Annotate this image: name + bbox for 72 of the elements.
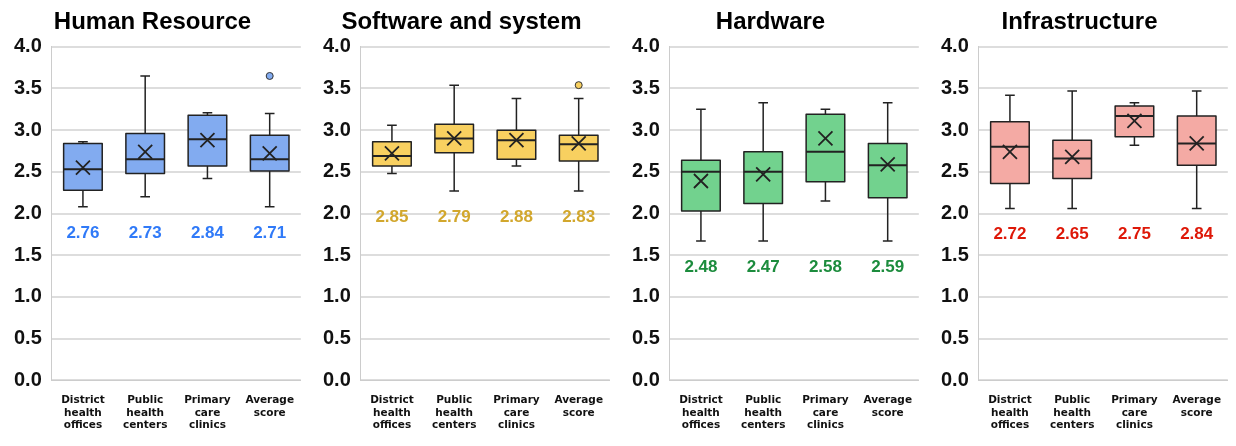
y-tick-label: 0.0 [13, 367, 42, 390]
y-tick-label: 2.0 [940, 201, 969, 224]
x-tick-label: Primary care clinics [184, 393, 231, 431]
x-tick-label: District health offices [988, 393, 1032, 431]
chart-title: Software and system [341, 7, 582, 35]
annotation: 2.75 [1117, 224, 1151, 244]
y-tick-label: 3.5 [940, 75, 969, 98]
y-tick-label: 1.0 [322, 284, 351, 307]
y-tick-label: 4.0 [322, 34, 351, 57]
y-tick-label: 2.5 [631, 159, 660, 182]
y-tick-label: 3.0 [13, 117, 42, 140]
y-tick-label: 0.0 [322, 367, 351, 390]
x-tick-label: Average score [554, 393, 603, 418]
chart-title: Human Resource [53, 7, 252, 35]
y-tick-label: 0.5 [322, 326, 351, 349]
annotation: 2.65 [1055, 224, 1089, 244]
y-tick-label: 1.5 [13, 242, 42, 265]
annotation: 2.48 [684, 256, 718, 276]
y-tick-label: 1.0 [13, 284, 42, 307]
y-tick-label: 2.0 [322, 201, 351, 224]
chart-title: Infrastructure [1001, 7, 1158, 35]
y-tick-label: 4.0 [631, 34, 660, 57]
y-tick-label: 2.5 [13, 159, 42, 182]
annotation: 2.84 [1180, 224, 1214, 244]
y-tick-label: 1.5 [322, 242, 351, 265]
x-tick-label: Public health centers [122, 393, 168, 431]
chart-title: Hardware [715, 7, 826, 35]
x-tick-label: District health offices [61, 393, 105, 431]
y-tick-label: 0.0 [940, 367, 969, 390]
x-tick-label: District health offices [370, 393, 414, 431]
y-tick-label: 0.0 [631, 367, 660, 390]
x-tick-label: Public health centers [1049, 393, 1095, 431]
y-tick-label: 3.5 [13, 75, 42, 98]
y-tick-label: 0.5 [940, 326, 969, 349]
x-tick-label: Public health centers [431, 393, 477, 431]
annotation: 2.85 [375, 206, 409, 226]
y-tick-label: 3.0 [322, 117, 351, 140]
annotation: 2.59 [871, 256, 905, 276]
annotation: 2.72 [993, 224, 1027, 244]
y-tick-label: 2.5 [322, 159, 351, 182]
x-tick-label: Average score [245, 393, 294, 418]
x-tick-label: Average score [863, 393, 912, 418]
y-tick-label: 4.0 [940, 34, 969, 57]
x-tick-label: Primary care clinics [493, 393, 540, 431]
y-tick-label: 3.0 [631, 117, 660, 140]
x-tick-label: Primary care clinics [1111, 393, 1158, 431]
annotation: 2.58 [808, 256, 842, 276]
annotation: 2.76 [66, 222, 100, 242]
x-tick-label: Average score [1172, 393, 1221, 418]
y-tick-label: 4.0 [13, 34, 42, 57]
annotation: 2.88 [499, 206, 533, 226]
y-tick-label: 1.5 [631, 242, 660, 265]
annotation: 2.73 [128, 222, 162, 242]
y-tick-label: 2.0 [13, 201, 42, 224]
annotation: 2.84 [190, 222, 225, 242]
y-tick-label: 1.0 [631, 284, 660, 307]
y-tick-label: 0.5 [631, 326, 660, 349]
x-tick-label: District health offices [679, 393, 723, 431]
y-tick-label: 1.0 [940, 284, 969, 307]
x-tick-label: Primary care clinics [802, 393, 849, 431]
annotation: 2.71 [253, 222, 287, 242]
annotation: 2.83 [562, 206, 596, 226]
annotation: 2.47 [746, 256, 780, 276]
y-tick-label: 3.5 [631, 75, 660, 98]
y-tick-label: 3.0 [940, 117, 969, 140]
y-tick-label: 0.5 [13, 326, 42, 349]
y-tick-label: 1.5 [940, 242, 969, 265]
x-tick-label: Public health centers [740, 393, 786, 431]
annotation: 2.79 [437, 206, 471, 226]
y-tick-label: 3.5 [322, 75, 351, 98]
y-tick-label: 2.5 [940, 159, 969, 182]
y-tick-label: 2.0 [631, 201, 660, 224]
